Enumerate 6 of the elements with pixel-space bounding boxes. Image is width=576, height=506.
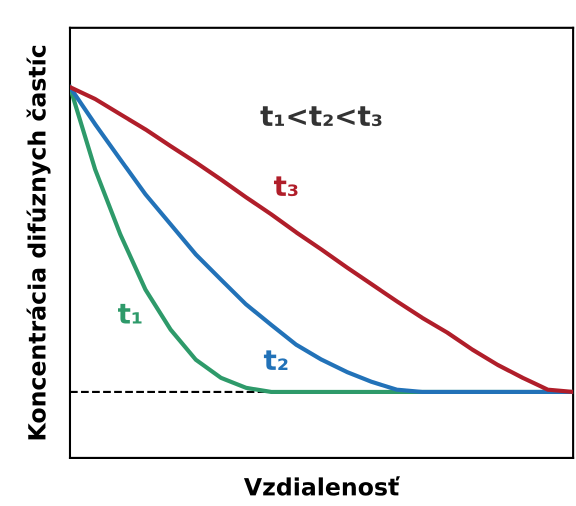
annotation: t₁<t₂<t₃ [260,106,382,126]
series-label: t₂ [264,350,288,370]
x-axis-title: Vzdialenosť [244,476,400,496]
series-label: t₃ [274,176,298,196]
y-axis-title: Koncentrácia difúznych častíc [26,46,51,440]
series-label: t₁ [118,304,142,324]
